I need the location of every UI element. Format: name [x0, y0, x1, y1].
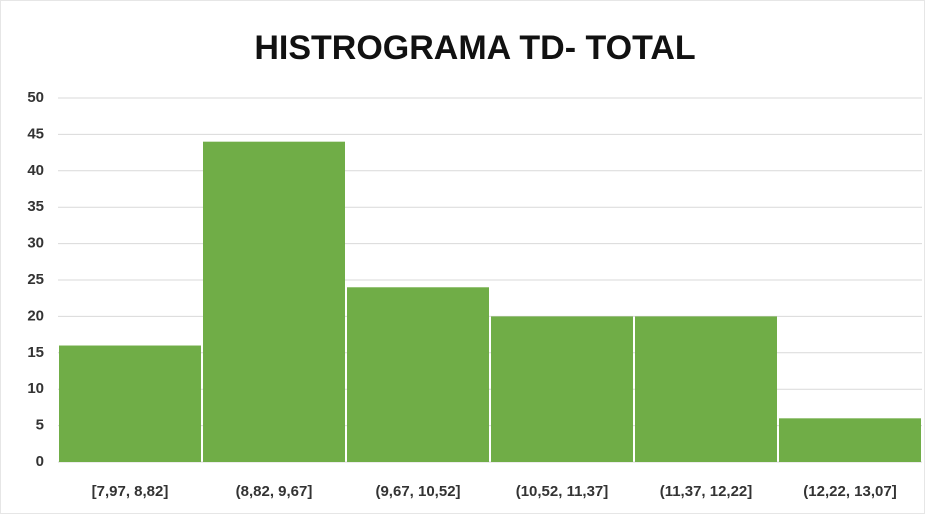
- y-tick-label: 35: [27, 198, 44, 215]
- bar: [491, 316, 633, 462]
- bar: [779, 418, 921, 462]
- y-tick-label: 45: [27, 125, 44, 142]
- y-tick-label: 10: [27, 380, 44, 397]
- x-tick-label: (9,67, 10,52]: [375, 483, 460, 500]
- y-tick-label: 25: [27, 271, 44, 288]
- x-tick-label: (8,82, 9,67]: [236, 483, 313, 500]
- chart-title: HISTROGRAMA TD- TOTAL: [254, 29, 695, 67]
- bar: [59, 345, 201, 462]
- y-tick-label: 30: [27, 235, 44, 252]
- y-tick-label: 0: [36, 453, 44, 470]
- bar: [203, 141, 345, 462]
- x-tick-label: (11,37, 12,22]: [660, 483, 753, 500]
- y-tick-label: 40: [27, 162, 44, 179]
- bar: [635, 316, 777, 462]
- x-tick-label: [7,97, 8,82]: [92, 483, 169, 500]
- y-tick-label: 15: [27, 344, 44, 361]
- y-tick-label: 50: [27, 89, 44, 106]
- y-tick-label: 20: [27, 307, 44, 324]
- x-tick-label: (12,22, 13,07]: [803, 483, 896, 500]
- bar: [347, 287, 489, 462]
- x-tick-label: (10,52, 11,37]: [516, 483, 609, 500]
- y-tick-label: 5: [36, 417, 44, 434]
